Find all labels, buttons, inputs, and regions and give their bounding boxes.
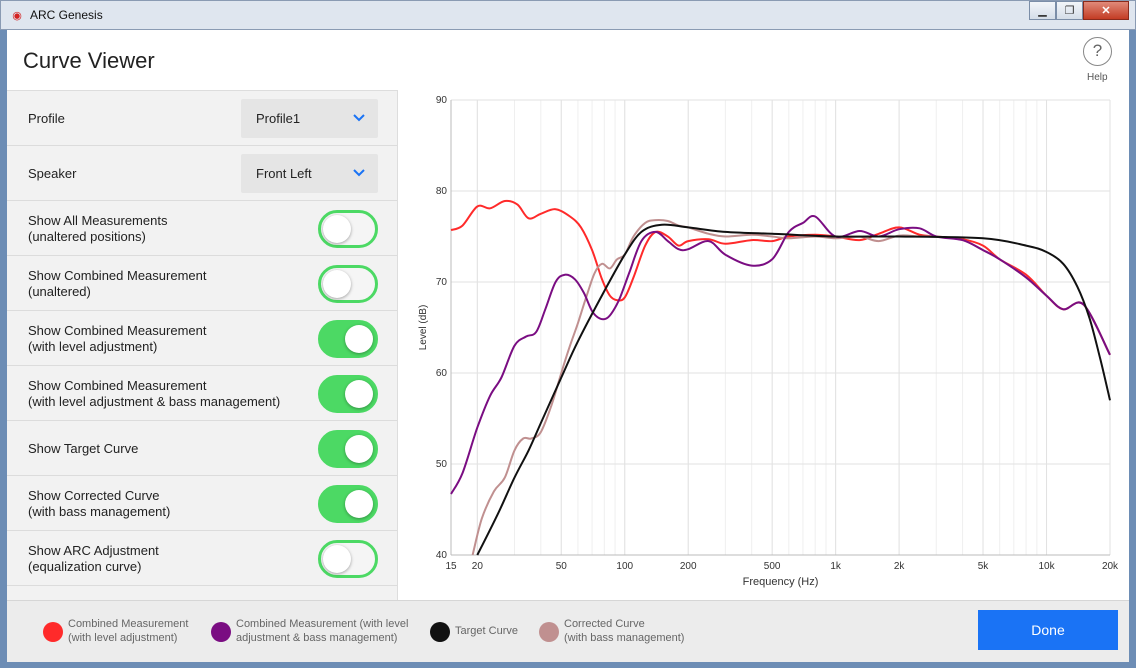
x-tick-label: 15: [445, 561, 457, 572]
y-axis-title: Level (dB): [418, 305, 429, 351]
legend-label: Combined Measurement (with level adjustme…: [236, 618, 409, 644]
toggle-knob: [345, 435, 373, 463]
toggle-label: Show Combined Measurement (with level adj…: [28, 378, 281, 409]
toggle-label: Show ARC Adjustment (equalization curve): [28, 543, 159, 574]
frequency-response-chart: 40 50 60 70 80 90 15 20 50 100 200 500 1k 2k 5k 10k 20k F…: [418, 95, 1119, 588]
x-tick-label: 5k: [978, 561, 990, 572]
toggle-knob: [345, 490, 373, 518]
x-tick-label: 50: [556, 561, 568, 572]
toggle-row-combined-level: Show Combined Measurement (with level adj…: [7, 311, 397, 366]
series-line-corrected: [471, 218, 1111, 556]
help-icon[interactable]: ?: [1083, 37, 1112, 66]
x-tick-label: 500: [764, 561, 781, 572]
toggle-label: Show Target Curve: [28, 441, 139, 456]
toggle-row-combined-bass: Show Combined Measurement (with level adj…: [7, 366, 397, 421]
profile-label: Profile: [28, 111, 65, 126]
legend-swatch: [430, 622, 450, 642]
series-line-combined-bass: [450, 215, 1111, 495]
toggle-knob: [323, 215, 351, 243]
x-tick-label: 100: [616, 561, 633, 572]
profile-dropdown[interactable]: Profile1: [241, 99, 378, 138]
toggle-knob: [323, 270, 351, 298]
page-header: Curve Viewer ? Help: [7, 30, 1129, 90]
legend-swatch: [539, 622, 559, 642]
legend-label: Corrected Curve (with bass management): [564, 618, 685, 644]
toggle-label: Show Combined Measurement (with level adj…: [28, 323, 207, 354]
app-frame: Curve Viewer ? Help Profile Profile1 Spe…: [7, 30, 1129, 662]
maximize-button[interactable]: ❐: [1056, 1, 1083, 20]
legend-swatch: [43, 622, 63, 642]
y-tick-label: 70: [436, 277, 448, 288]
profile-row: Profile Profile1: [7, 91, 397, 146]
legend-label: Target Curve: [455, 625, 518, 637]
toggle-knob: [323, 545, 351, 573]
help-label[interactable]: Help: [1087, 72, 1108, 83]
x-tick-label: 20k: [1102, 561, 1119, 572]
app-title: ARC Genesis: [30, 8, 103, 22]
page-title: Curve Viewer: [23, 48, 155, 73]
speaker-row: Speaker Front Left: [7, 146, 397, 201]
x-tick-label: 10k: [1038, 561, 1055, 572]
minimize-button[interactable]: ▁: [1029, 1, 1056, 20]
y-tick-label: 80: [436, 186, 448, 197]
toggle-switch-corrected-curve[interactable]: [318, 485, 378, 523]
toggle-label: Show Corrected Curve (with bass managemen…: [28, 488, 171, 519]
y-tick-label: 40: [436, 550, 448, 561]
close-button[interactable]: ✕: [1083, 1, 1129, 20]
toggle-row-arc-adjustment: Show ARC Adjustment (equalization curve): [7, 531, 397, 586]
legend-swatch: [211, 622, 231, 642]
done-button[interactable]: Done: [978, 610, 1118, 650]
toggle-switch-combined-bass[interactable]: [318, 375, 378, 413]
toggle-label: Show Combined Measurement (unaltered): [28, 268, 207, 299]
speaker-selected-value: Front Left: [256, 166, 312, 181]
speaker-dropdown[interactable]: Front Left: [241, 154, 378, 193]
x-tick-label: 200: [680, 561, 697, 572]
x-tick-label: 20: [472, 561, 484, 572]
window-titlebar: ◉ ARC Genesis ▁ ❐ ✕: [0, 0, 1136, 30]
chevron-down-icon: [353, 114, 365, 122]
curve-chart: 40 50 60 70 80 90 15 20 50 100 200 500 1k 2k 5k 10k 20k F…: [397, 90, 1129, 600]
legend-label: Combined Measurement (with level adjustme…: [68, 618, 189, 644]
toggle-row-combined-unaltered: Show Combined Measurement (unaltered): [7, 256, 397, 311]
toggle-switch-target-curve[interactable]: [318, 430, 378, 468]
toggle-row-all-measurements: Show All Measurements (unaltered position…: [7, 201, 397, 256]
series-line-combined-level: [450, 199, 1111, 356]
y-tick-label: 90: [436, 95, 448, 106]
x-tick-label: 2k: [894, 561, 906, 572]
x-axis-title: Frequency (Hz): [743, 576, 819, 588]
toggle-switch-combined-level[interactable]: [318, 320, 378, 358]
settings-panel: Profile Profile1 Speaker Front Left Show…: [7, 90, 397, 600]
toggle-switch-all-measurements[interactable]: [318, 210, 378, 248]
footer-bar: Combined Measurement (with level adjustme…: [7, 600, 1129, 662]
chevron-down-icon: [353, 169, 365, 177]
toggle-knob: [345, 325, 373, 353]
speaker-label: Speaker: [28, 166, 77, 181]
y-tick-label: 50: [436, 459, 448, 470]
toggle-row-corrected-curve: Show Corrected Curve (with bass managemen…: [7, 476, 397, 531]
series-line-target: [476, 223, 1111, 556]
toggle-label: Show All Measurements (unaltered position…: [28, 213, 168, 244]
y-tick-label: 60: [436, 368, 448, 379]
window-controls: ▁ ❐ ✕: [1029, 1, 1129, 21]
profile-selected-value: Profile1: [256, 111, 301, 126]
toggle-switch-combined-unaltered[interactable]: [318, 265, 378, 303]
toggle-switch-arc-adjustment[interactable]: [318, 540, 378, 578]
app-logo-icon: ◉: [12, 10, 22, 22]
toggle-row-target-curve: Show Target Curve: [7, 421, 397, 476]
toggle-knob: [345, 380, 373, 408]
x-tick-label: 1k: [830, 561, 842, 572]
